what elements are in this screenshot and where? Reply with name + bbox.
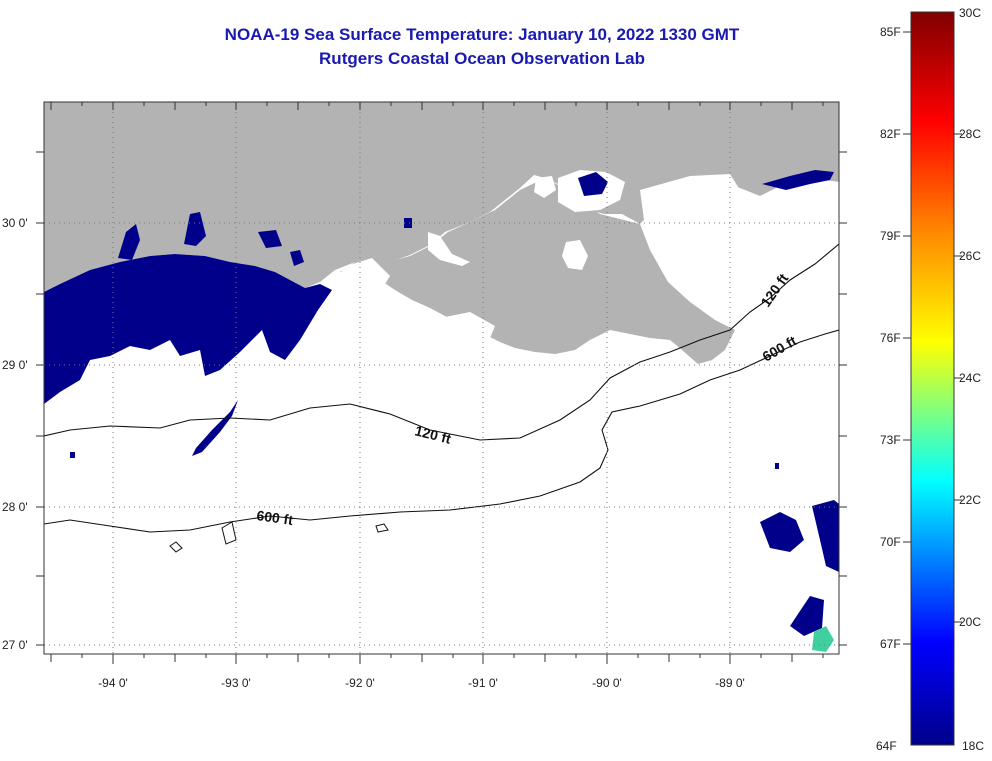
marsh-lake <box>428 232 470 266</box>
graticule <box>44 102 839 654</box>
colorbar-c-label: 30C <box>959 6 981 20</box>
isobath-600ft <box>44 329 839 533</box>
colorbar-c-label: 18C <box>962 739 984 753</box>
colorbar-f-label: 73F <box>880 433 901 447</box>
lon-label: -94 0' <box>98 676 128 690</box>
lon-label: -93 0' <box>221 676 251 690</box>
colorbar-ticks <box>903 31 962 645</box>
lon-label: -89 0' <box>715 676 745 690</box>
warm-pixels <box>812 626 834 652</box>
colorbar-c-label: 20C <box>959 615 981 629</box>
map-frame <box>43 101 840 655</box>
lake-borgne <box>534 176 556 198</box>
colorbar-f-label: 82F <box>880 127 901 141</box>
isobath-120ft <box>44 243 839 441</box>
land-area <box>44 102 839 292</box>
cold-water-small-5 <box>404 218 412 228</box>
isobath-fragment <box>375 523 389 533</box>
colorbar-f-label: 79F <box>880 229 901 243</box>
colorbar-c-label: 26C <box>959 249 981 263</box>
vermilion-bay <box>440 312 495 338</box>
map-title: NOAA-19 Sea Surface Temperature: January… <box>224 25 740 44</box>
lat-label: 28 0' <box>2 500 28 514</box>
lon-label: -92 0' <box>345 676 375 690</box>
cold-water-se-3 <box>790 596 824 636</box>
colorbar-c-label: 24C <box>959 371 981 385</box>
isobath-fragment <box>221 521 237 545</box>
cold-water-small-3 <box>258 230 282 248</box>
cold-pixel <box>775 463 779 469</box>
cold-water-small-2 <box>184 212 206 246</box>
colorbar-f-label: 85F <box>880 25 901 39</box>
lat-label: 30 0' <box>2 216 28 230</box>
lat-label: 29 0' <box>2 358 28 372</box>
colorbar-f-label: 64F <box>876 739 897 753</box>
cold-water-lake <box>578 172 608 196</box>
cold-water-west <box>44 254 332 404</box>
axis-ticks <box>36 102 847 664</box>
lon-label: -90 0' <box>592 676 622 690</box>
colorbar <box>910 11 955 746</box>
colorbar-f-label: 76F <box>880 331 901 345</box>
colorbar-c-label: 28C <box>959 127 981 141</box>
cold-water-small-4 <box>290 250 304 266</box>
map-subtitle: Rutgers Coastal Ocean Observation Lab <box>319 49 645 68</box>
cold-water-strip <box>192 400 238 456</box>
cold-water-small-1 <box>118 224 140 260</box>
cold-water-se-1 <box>760 512 804 552</box>
cold-water-se-2 <box>812 500 839 572</box>
isobath-label-600ft: 600 ft <box>256 507 295 528</box>
lon-label: -91 0' <box>468 676 498 690</box>
lat-label: 27 0' <box>2 638 28 652</box>
cold-water-east <box>762 170 834 190</box>
lake-calcasieu <box>340 258 390 292</box>
isobath-fragment <box>169 541 183 553</box>
marsh-area <box>640 174 745 312</box>
lake-inland <box>562 240 588 270</box>
delta-land <box>340 178 735 364</box>
cold-pixel <box>70 452 75 458</box>
colorbar-c-label: 22C <box>959 493 981 507</box>
colorbar-f-label: 67F <box>880 637 901 651</box>
colorbar-f-label: 70F <box>880 535 901 549</box>
